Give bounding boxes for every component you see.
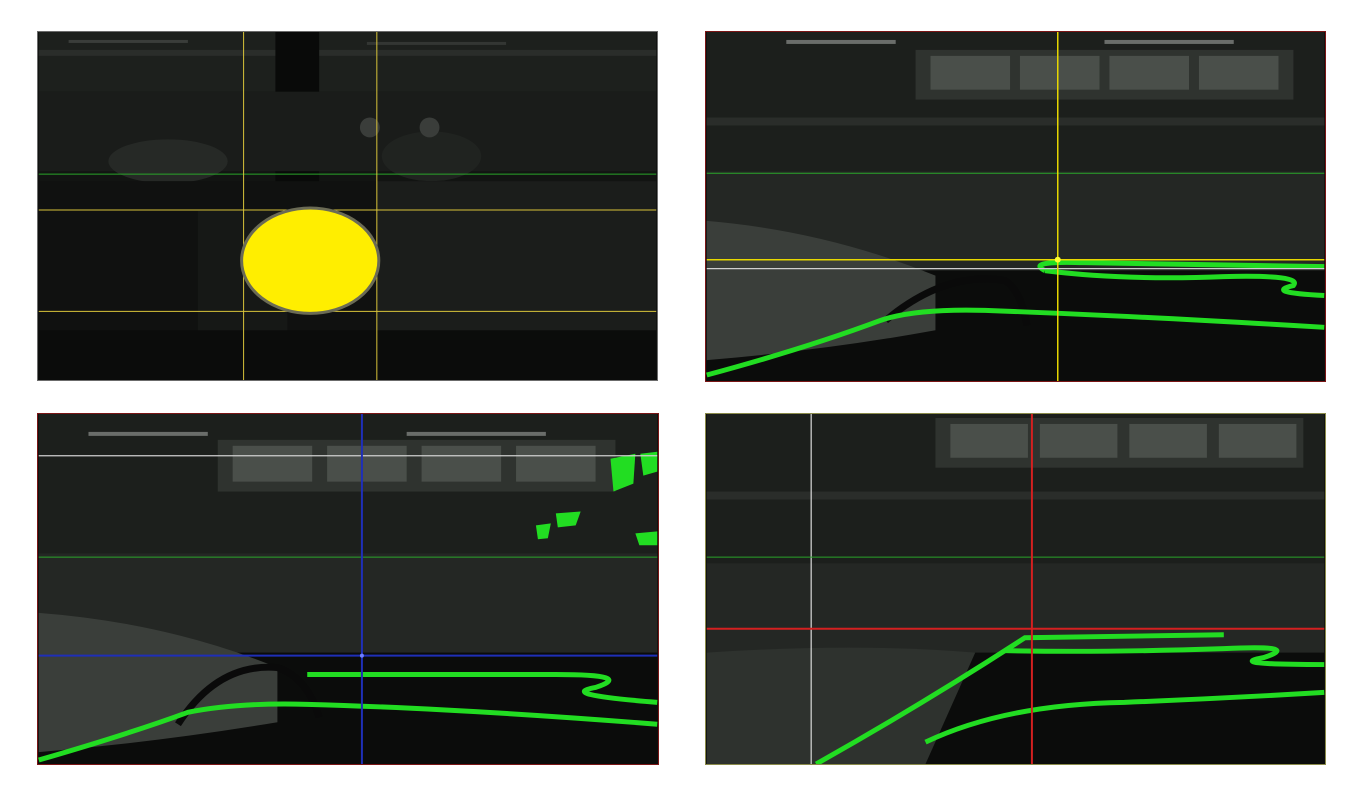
track-view-blue-scene — [38, 414, 658, 764]
ball-tracking-scene — [38, 32, 657, 380]
track-view-yellow-scene — [706, 32, 1325, 381]
ball-tracking-panel — [37, 31, 658, 381]
crosshair — [706, 32, 1325, 381]
target-bounding-lines — [38, 32, 657, 380]
crosshair-center — [359, 653, 364, 658]
track-view-blue-panel — [37, 413, 659, 765]
track-view-red-panel — [705, 413, 1326, 765]
tracked-ball — [240, 206, 381, 315]
crosshair — [38, 414, 658, 764]
track-view-red-scene — [706, 414, 1325, 764]
track-view-yellow-panel — [705, 31, 1326, 382]
crosshair-center — [1054, 256, 1061, 263]
crosshair — [706, 414, 1325, 764]
